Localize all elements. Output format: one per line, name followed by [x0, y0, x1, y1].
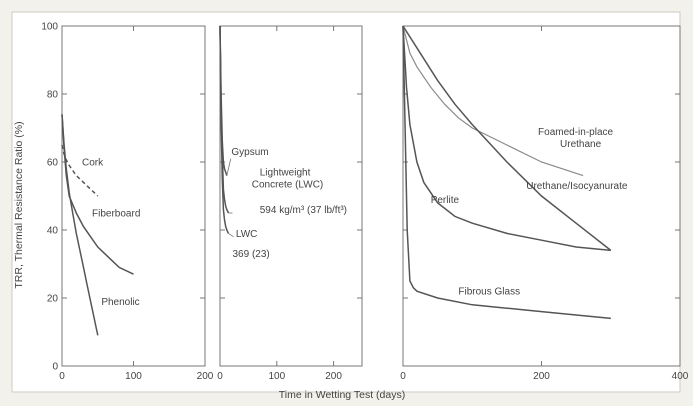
series-line-fiberboard — [61, 114, 134, 275]
series-label-perlite: Perlite — [431, 195, 460, 206]
y-tick-label: 40 — [47, 226, 59, 237]
series-line-perlite — [402, 25, 611, 252]
x-tick-label: 100 — [268, 371, 285, 382]
series-label-594-kg-m-37-lb-ft: 594 kg/m³ (37 lb/ft³) — [260, 205, 347, 216]
leader-line — [226, 158, 232, 176]
series-label-lightweight-concrete-lwc: Lightweight Concrete (LWC) — [252, 168, 324, 191]
panels-group: 0 20 40 60 80 100 0 100 200 Cork Fiberboard Phenoli… — [41, 22, 688, 383]
leader-line — [228, 233, 234, 238]
series-line-urethane-isocyanurate — [402, 25, 612, 251]
series-label-lwc: LWC — [236, 229, 257, 240]
x-tick-label: 200 — [533, 371, 550, 382]
x-tick-label: 200 — [325, 371, 342, 382]
y-tick-label: 20 — [47, 294, 59, 305]
series-label-fibrous-glass: Fibrous Glass — [458, 287, 520, 298]
x-tick-label: 100 — [125, 371, 142, 382]
series-line-foamed-in-place-urethane — [402, 25, 584, 177]
y-tick-label: 100 — [41, 22, 58, 33]
x-tick-label: 400 — [672, 371, 689, 382]
panel-2-frame — [219, 25, 363, 367]
panel-1-frame — [61, 25, 206, 367]
y-tick-label: 80 — [47, 90, 59, 101]
y-tick-label: 0 — [52, 362, 58, 373]
x-tick-label: 0 — [217, 371, 223, 382]
y-axis-title: TRR, Thermal Resistance Ratio (%) — [13, 121, 25, 288]
series-label-gypsum: Gypsum — [231, 147, 268, 158]
series-label-phenolic: Phenolic — [101, 297, 139, 308]
series-line-phenolic — [61, 114, 99, 336]
x-tick-label: 0 — [59, 371, 65, 382]
series-label-cork: Cork — [82, 157, 104, 168]
series-line-fibrous-glass — [402, 25, 611, 320]
x-axis-title: Time in Wetting Test (days) — [279, 389, 405, 401]
x-tick-label: 200 — [197, 371, 214, 382]
series-line-lwc — [219, 25, 230, 234]
series-label-369-23: 369 (23) — [232, 249, 269, 260]
x-tick-label: 0 — [400, 371, 406, 382]
series-label-foamed-in-place-urethane: Foamed-in-place Urethane — [538, 127, 613, 150]
series-label-fiberboard: Fiberboard — [92, 208, 140, 219]
y-tick-label: 60 — [47, 158, 59, 169]
series-label-urethane-isocyanurate: Urethane/Isocyanurate — [526, 181, 628, 192]
